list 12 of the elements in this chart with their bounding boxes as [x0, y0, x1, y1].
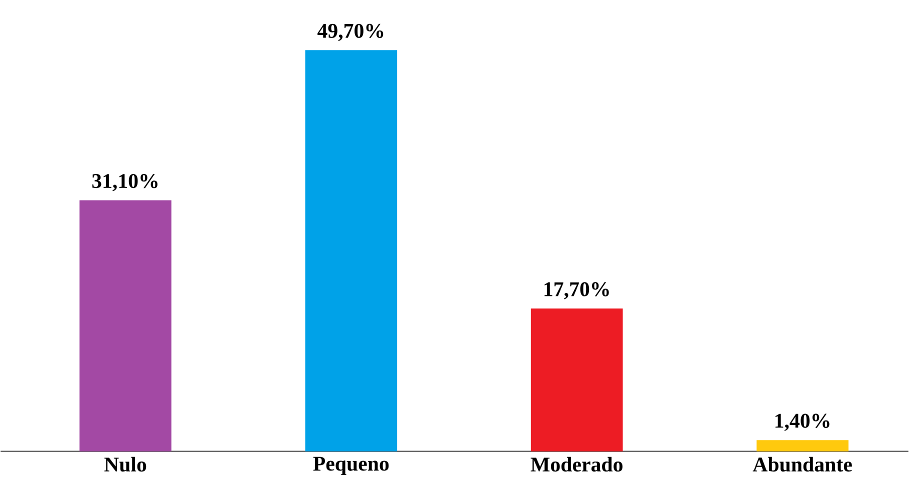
data-label: 49,70%: [317, 24, 384, 41]
data-label: 31,10%: [92, 174, 158, 191]
bar: [305, 50, 398, 452]
x-tick-label: Pequeno: [313, 456, 389, 475]
data-label: 17,70%: [544, 282, 609, 300]
bar: [530, 308, 623, 452]
x-tick-label: Abundante: [752, 456, 852, 472]
data-label: 1,40%: [775, 414, 830, 431]
x-tick-label: Moderado: [530, 456, 622, 472]
bar: [756, 440, 848, 452]
bar: [80, 200, 172, 452]
x-tick-label: Nulo: [104, 456, 146, 472]
